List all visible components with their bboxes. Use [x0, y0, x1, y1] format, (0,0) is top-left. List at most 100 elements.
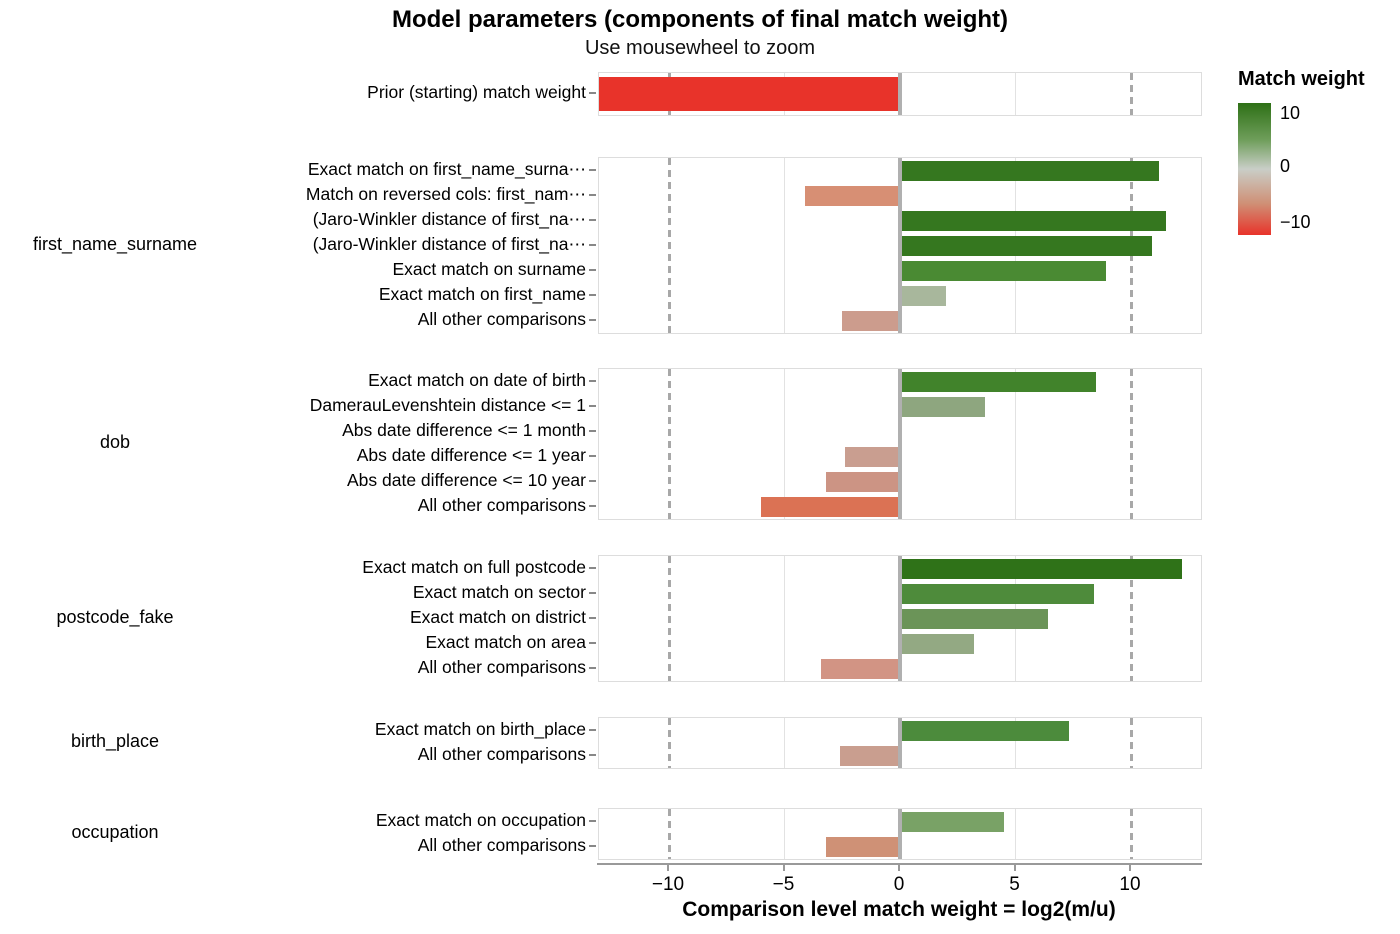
bar[interactable] — [900, 260, 1106, 281]
zero-axis-line — [898, 369, 902, 519]
row-label: Exact match on first_name — [378, 283, 586, 304]
row-label: Match on reversed cols: first_nam⋯ — [305, 183, 586, 204]
gridline-5 — [1015, 369, 1016, 519]
x-axis-tick — [667, 865, 669, 871]
x-axis-tick-label: 0 — [893, 874, 905, 895]
bar[interactable] — [900, 583, 1095, 604]
bar[interactable] — [805, 185, 900, 206]
row-tick — [589, 728, 596, 731]
bar[interactable] — [900, 371, 1097, 392]
plot-panel[interactable] — [598, 717, 1202, 769]
bar[interactable] — [844, 446, 900, 467]
row-tick — [589, 819, 596, 822]
row-label: (Jaro-Winkler distance of first_na⋯ — [312, 233, 586, 254]
row-tick — [589, 641, 596, 644]
bar[interactable] — [826, 471, 900, 492]
row-tick — [589, 504, 596, 507]
row-label: Exact match on full postcode — [362, 556, 586, 577]
reference-line-10 — [1129, 809, 1133, 859]
bar[interactable] — [900, 235, 1152, 256]
bar[interactable] — [900, 210, 1166, 231]
legend-tick-label: 10 — [1280, 103, 1301, 123]
x-axis-title: Comparison level match weight = log2(m/u… — [682, 898, 1116, 921]
x-axis-tick-label: −5 — [772, 874, 795, 895]
x-axis-tick-label: −10 — [651, 874, 685, 895]
bar[interactable] — [900, 720, 1069, 741]
gridline--5 — [784, 718, 785, 768]
row-tick — [589, 218, 596, 221]
bar[interactable] — [839, 745, 900, 766]
row-label: Exact match on occupation — [375, 809, 586, 830]
row-tick — [589, 193, 596, 196]
row-tick — [589, 479, 596, 482]
page-title: Model parameters (components of final ma… — [391, 6, 1009, 33]
plot-panel[interactable] — [598, 72, 1202, 116]
plot-panel[interactable] — [598, 368, 1202, 520]
row-tick — [589, 429, 596, 432]
legend-gradient — [1238, 103, 1271, 235]
row-label: Abs date difference <= 10 year — [346, 469, 586, 490]
bar[interactable] — [821, 658, 900, 679]
bar[interactable] — [826, 836, 900, 857]
reference-line-10 — [1129, 369, 1133, 519]
x-axis-tick-label: 5 — [1009, 874, 1020, 895]
row-label: Exact match on surname — [392, 258, 586, 279]
row-label: All other comparisons — [417, 743, 586, 764]
bar[interactable] — [900, 811, 1004, 832]
row-label: All other comparisons — [417, 494, 586, 515]
bar[interactable] — [842, 310, 900, 331]
facet-label-occupation: occupation — [71, 822, 159, 842]
legend-tick-label: −10 — [1280, 212, 1311, 232]
bar[interactable] — [900, 608, 1048, 629]
row-tick — [589, 318, 596, 321]
row-label: Abs date difference <= 1 month — [342, 419, 586, 440]
gridline--5 — [784, 809, 785, 859]
gridline--5 — [784, 158, 785, 333]
row-label: Exact match on date of birth — [368, 369, 586, 390]
gridline--5 — [784, 556, 785, 681]
reference-line--10 — [667, 809, 671, 859]
row-label: Exact match on sector — [412, 581, 586, 602]
gridline-5 — [1015, 809, 1016, 859]
row-label: Exact match on birth_place — [374, 718, 586, 739]
bar[interactable] — [761, 496, 900, 517]
row-tick — [589, 404, 596, 407]
x-axis-tick — [1013, 865, 1016, 871]
facet-label-birth_place: birth_place — [70, 731, 160, 751]
row-tick — [589, 454, 596, 457]
bar[interactable] — [900, 160, 1159, 181]
reference-line--10 — [667, 369, 671, 519]
row-label: (Jaro-Winkler distance of first_na⋯ — [312, 208, 586, 229]
gridline--5 — [784, 369, 785, 519]
row-tick — [589, 753, 596, 756]
page-subtitle: Use mousewheel to zoom — [584, 37, 816, 59]
bar[interactable] — [599, 77, 900, 111]
bar[interactable] — [900, 285, 947, 306]
row-label: All other comparisons — [417, 834, 586, 855]
row-label: DamerauLevenshtein distance <= 1 — [309, 394, 586, 415]
bar[interactable] — [900, 558, 1182, 579]
plot-panel[interactable] — [598, 808, 1202, 860]
reference-line-10 — [1129, 556, 1133, 681]
x-axis-tick-label: 10 — [1119, 874, 1141, 895]
facet-label-postcode_fake: postcode_fake — [56, 606, 174, 627]
x-axis-line — [597, 863, 1202, 865]
x-axis-tick — [782, 865, 785, 871]
x-axis-tick — [1129, 865, 1131, 871]
reference-line-10 — [1129, 73, 1133, 115]
reference-line--10 — [667, 158, 671, 333]
bar[interactable] — [900, 633, 974, 654]
plot-panel[interactable] — [598, 157, 1202, 334]
plot-panel[interactable] — [598, 555, 1202, 682]
row-label: Exact match on area — [425, 631, 587, 652]
zero-axis-line — [898, 809, 902, 859]
gridline-5 — [1015, 718, 1016, 768]
zero-axis-line — [898, 73, 902, 115]
row-tick — [589, 379, 596, 382]
row-label: Prior (starting) match weight — [367, 82, 586, 102]
row-label: Abs date difference <= 1 year — [356, 444, 586, 465]
bar[interactable] — [900, 396, 986, 417]
facet-label-dob: dob — [99, 432, 131, 452]
legend-title: Match weight — [1238, 68, 1365, 90]
